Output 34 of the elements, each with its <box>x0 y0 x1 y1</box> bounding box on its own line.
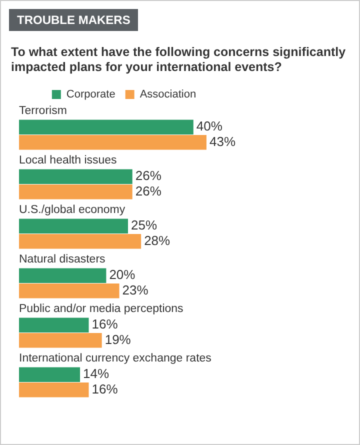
y-tick-label: Terrorism <box>19 105 67 118</box>
y-tick-label: Public and/or media perceptions <box>19 303 184 316</box>
data-label: 26% <box>135 184 162 198</box>
data-label: 14% <box>83 366 110 382</box>
y-tick-label: Natural disasters <box>19 254 106 266</box>
y-tick-label: U.S./global economy <box>19 204 126 216</box>
bar <box>19 135 206 150</box>
bar <box>19 120 194 134</box>
y-tick-label: Local health issues <box>19 154 118 167</box>
bar <box>19 169 132 184</box>
data-label: 16% <box>92 316 118 332</box>
data-label: 28% <box>144 233 171 248</box>
legend-label: Corporate <box>66 88 116 101</box>
chart-title: TROUBLE MAKERS <box>9 9 138 31</box>
bar <box>19 234 142 249</box>
data-label: 43% <box>209 134 236 149</box>
data-label: 26% <box>135 168 162 184</box>
bar <box>19 382 89 398</box>
chart-subtitle: To what extent have the following concerns significantly impacted plans for your international events? <box>11 45 347 75</box>
data-label: 19% <box>104 332 132 347</box>
bar <box>19 218 128 234</box>
data-label: 25% <box>131 218 158 233</box>
legend-label: Association <box>140 88 196 101</box>
bar <box>19 367 80 382</box>
bar <box>19 333 102 348</box>
data-label: 16% <box>92 382 118 396</box>
data-label: 20% <box>109 267 136 282</box>
data-label: 40% <box>196 118 223 134</box>
data-label: 23% <box>122 282 149 298</box>
bar <box>19 184 132 200</box>
y-tick-label: International currency exchange rates <box>19 352 212 365</box>
bar <box>19 284 120 298</box>
bar <box>19 318 89 332</box>
bar <box>19 268 106 283</box>
